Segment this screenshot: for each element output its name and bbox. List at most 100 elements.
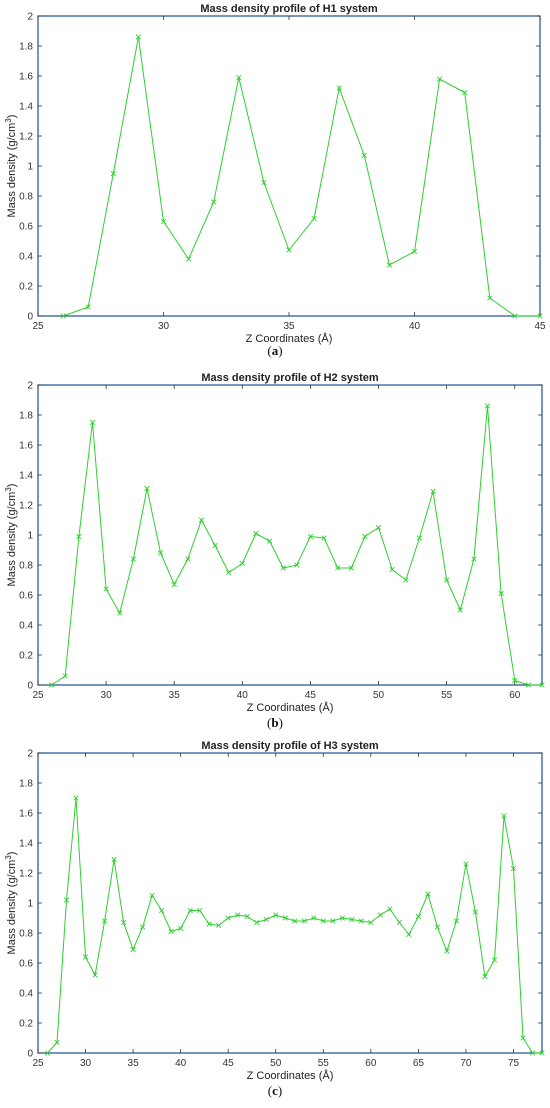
data-point — [457, 607, 463, 613]
y-tick-label: 2 — [27, 381, 33, 392]
y-tick-label: 1.2 — [19, 132, 33, 143]
data-point — [358, 918, 364, 924]
x-axis-label: Z Coordinates (Å) — [247, 1069, 334, 1082]
data-point — [187, 907, 193, 914]
y-tick-label: 0.6 — [19, 591, 33, 602]
data-point — [225, 915, 231, 921]
data-point — [157, 550, 164, 556]
data-point — [349, 916, 355, 923]
data-point — [525, 682, 531, 688]
data-point — [266, 538, 273, 544]
series-line — [47, 797, 542, 1054]
y-axis-label-main: Mass density (g/cm — [6, 860, 18, 955]
data-point — [54, 1039, 60, 1046]
x-tick-label: 55 — [441, 690, 453, 701]
data-point — [444, 577, 450, 583]
series-line — [62, 36, 540, 317]
plot-frame — [37, 752, 543, 1054]
y-tick-label: 1.4 — [19, 839, 33, 850]
y-tick-label: 1.8 — [19, 411, 33, 422]
chart-title: Mass density profile of H2 system — [201, 372, 378, 384]
data-point — [101, 918, 108, 924]
y-axis-label: Mass density (g/cm3) — [4, 484, 18, 587]
data-point — [292, 918, 298, 924]
data-point — [311, 915, 317, 921]
y-tick-label: 1.6 — [19, 72, 33, 83]
x-tick-label: 25 — [32, 321, 44, 332]
data-point — [286, 247, 292, 253]
data-point — [159, 907, 165, 914]
data-point — [226, 569, 232, 576]
data-point — [539, 1050, 545, 1056]
y-axis-label-sup: 3 — [4, 118, 13, 123]
panel-caption: (b) — [267, 715, 283, 730]
y-tick-label: 2 — [27, 749, 33, 760]
y-axis-label: Mass density (g/cm3) — [4, 852, 18, 955]
data-point — [198, 517, 205, 523]
data-point — [82, 954, 89, 960]
y-tick-label: 0.2 — [19, 282, 33, 293]
data-point — [537, 313, 543, 319]
x-tick-label: 70 — [460, 1058, 472, 1069]
plot-frame — [37, 384, 543, 686]
y-tick-label: 0.4 — [19, 252, 33, 263]
x-tick-label: 60 — [365, 1058, 377, 1069]
data-point — [273, 912, 279, 918]
data-point — [498, 590, 504, 597]
data-point — [160, 218, 167, 225]
data-point — [361, 152, 367, 159]
data-point — [336, 85, 342, 91]
x-tick-label: 45 — [534, 321, 546, 332]
x-tick-label: 60 — [509, 690, 521, 701]
data-point — [462, 89, 468, 96]
y-axis-label-sup: 3 — [4, 487, 13, 492]
data-point — [280, 565, 286, 571]
data-point — [211, 199, 217, 205]
y-tick-label: 0.2 — [19, 651, 33, 662]
data-point — [76, 533, 82, 540]
panel-caption-letter: c — [272, 1083, 278, 1098]
y-axis-label-main: Mass density (g/cm — [6, 123, 18, 218]
data-point — [396, 919, 402, 926]
data-point — [263, 916, 269, 923]
data-point — [206, 921, 212, 927]
data-point — [239, 560, 245, 567]
x-tick-label: 50 — [373, 690, 385, 701]
data-point — [348, 565, 354, 571]
data-point — [463, 861, 469, 867]
chart-panel-c: Mass density profile of H3 system 0 0.2 0.4… — [4, 740, 545, 1098]
data-point — [110, 170, 116, 177]
data-point — [375, 524, 382, 531]
data-point — [335, 565, 341, 571]
y-tick-label: 1 — [27, 162, 33, 173]
data-point — [403, 577, 409, 583]
x-tick-label: 45 — [223, 1058, 235, 1069]
data-point — [512, 313, 518, 319]
data-point — [197, 907, 203, 914]
data-point — [49, 682, 55, 688]
y-tick-label: 0.8 — [19, 929, 33, 940]
data-point — [130, 556, 136, 562]
data-point — [471, 556, 477, 562]
data-point — [311, 215, 317, 222]
data-point — [387, 906, 393, 912]
data-point — [294, 562, 300, 568]
data-point — [120, 919, 127, 926]
x-axis-label: Z Coordinates (Å) — [247, 701, 334, 714]
data-point — [307, 533, 314, 540]
y-tick-label: 0 — [27, 1049, 33, 1060]
chart-panel-a: Mass density profile of H1 system 0 0.2 0.4… — [4, 3, 546, 358]
y-tick-label: 1.8 — [19, 779, 33, 790]
x-tick-label: 30 — [80, 1058, 92, 1069]
data-point — [216, 922, 222, 929]
data-point — [482, 973, 488, 980]
data-point — [149, 892, 155, 899]
y-tick-label: 1.6 — [19, 809, 33, 820]
panel-caption: (c) — [268, 1083, 282, 1098]
data-point — [117, 610, 123, 616]
data-point — [261, 179, 267, 186]
data-point — [92, 972, 98, 978]
panel-caption-letter: a — [272, 343, 279, 358]
chart-title: Mass density profile of H3 system — [201, 740, 378, 752]
y-tick-label: 1.4 — [19, 102, 33, 113]
